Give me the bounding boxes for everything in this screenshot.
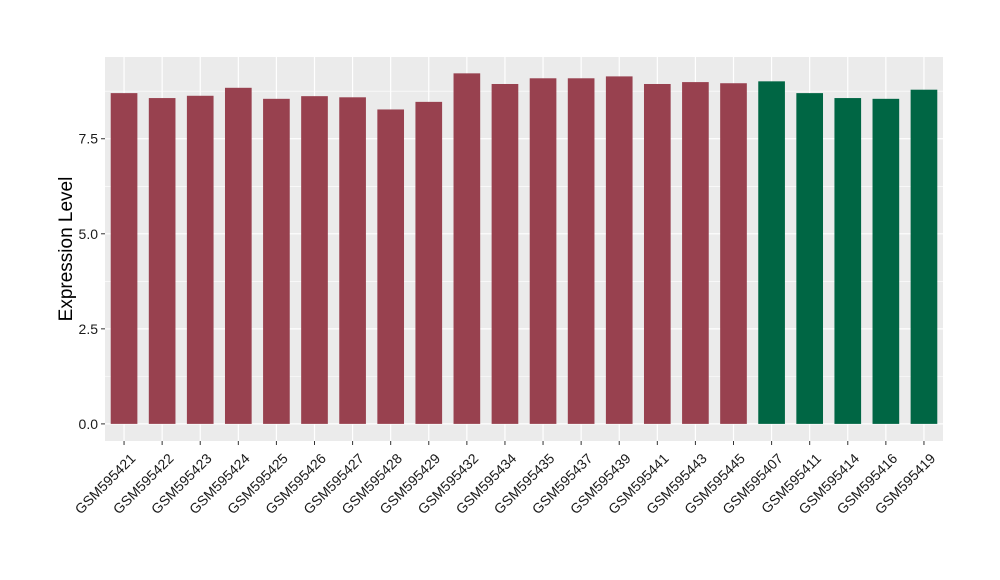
bar-GSM595422: [148, 98, 176, 424]
x-axis: GSM595421GSM595422GSM595423GSM595424GSM5…: [72, 441, 939, 517]
y-axis: 0.0 2.5 5.0 7.5: [79, 131, 105, 432]
bar-GSM595421: [110, 93, 138, 424]
bar-GSM595434: [491, 83, 519, 424]
y-tick-label: 2.5: [79, 321, 99, 337]
bar-GSM595411: [796, 93, 824, 424]
y-tick-label: 5.0: [79, 226, 99, 242]
bar-GSM595423: [186, 95, 214, 424]
bar-GSM595428: [377, 109, 405, 424]
bar-GSM595443: [682, 82, 709, 424]
bar-GSM595435: [529, 78, 557, 424]
bar-GSM595407: [758, 81, 785, 424]
bar-GSM595439: [605, 76, 633, 424]
bar-GSM595432: [453, 73, 481, 424]
bars: [110, 73, 938, 424]
bar-GSM595445: [720, 83, 747, 424]
bar-GSM595424: [224, 87, 252, 424]
bar-GSM595437: [567, 78, 595, 424]
y-tick-label: 0.0: [79, 416, 99, 432]
bar-GSM595416: [872, 98, 900, 424]
bar-GSM595426: [301, 96, 328, 424]
y-tick-label: 7.5: [79, 131, 99, 147]
bar-GSM595425: [263, 98, 290, 424]
bar-GSM595441: [643, 83, 671, 424]
bar-GSM595427: [339, 97, 366, 424]
bar-GSM595429: [415, 101, 443, 424]
bar-GSM595419: [910, 89, 938, 424]
y-axis-title: Expression Level: [56, 177, 77, 322]
bar-GSM595414: [834, 98, 862, 424]
